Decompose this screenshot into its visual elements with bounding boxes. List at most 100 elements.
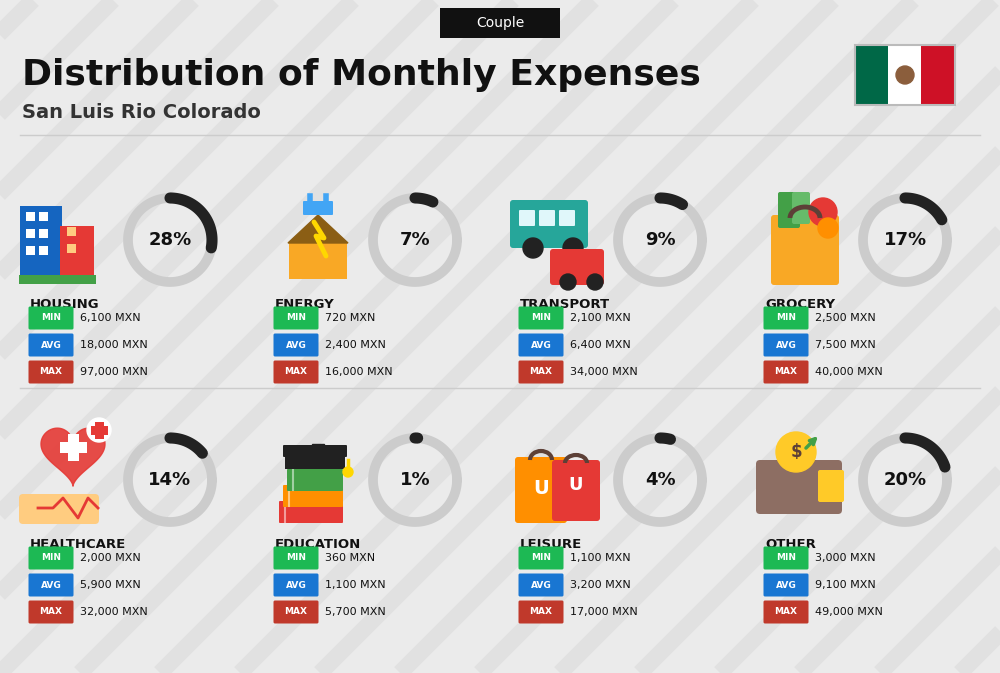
FancyBboxPatch shape (285, 455, 345, 469)
FancyBboxPatch shape (28, 334, 74, 357)
FancyBboxPatch shape (38, 229, 48, 238)
Text: 28%: 28% (148, 231, 192, 249)
Text: MAX: MAX (285, 367, 308, 376)
Circle shape (563, 238, 583, 258)
Text: San Luis Rio Colorado: San Luis Rio Colorado (22, 102, 261, 122)
Circle shape (343, 467, 353, 477)
FancyBboxPatch shape (518, 546, 564, 569)
Text: AVG: AVG (286, 581, 306, 590)
FancyBboxPatch shape (279, 501, 343, 523)
FancyBboxPatch shape (518, 306, 564, 330)
FancyBboxPatch shape (855, 45, 888, 105)
Text: 14%: 14% (148, 471, 192, 489)
Text: 3,200 MXN: 3,200 MXN (570, 580, 631, 590)
Circle shape (818, 218, 838, 238)
Text: MIN: MIN (41, 553, 61, 563)
FancyBboxPatch shape (510, 200, 588, 248)
FancyBboxPatch shape (764, 600, 808, 623)
Text: HEALTHCARE: HEALTHCARE (30, 538, 126, 551)
Text: 2,100 MXN: 2,100 MXN (570, 313, 631, 323)
FancyBboxPatch shape (26, 229, 34, 238)
Text: U: U (533, 479, 549, 497)
Text: ENERGY: ENERGY (275, 298, 335, 311)
Text: MIN: MIN (776, 553, 796, 563)
Circle shape (809, 198, 837, 226)
Text: 360 MXN: 360 MXN (325, 553, 375, 563)
FancyBboxPatch shape (552, 460, 600, 521)
FancyBboxPatch shape (26, 211, 34, 221)
Text: 1,100 MXN: 1,100 MXN (325, 580, 386, 590)
Text: 16,000 MXN: 16,000 MXN (325, 367, 393, 377)
FancyBboxPatch shape (518, 573, 564, 596)
Text: $: $ (790, 443, 802, 461)
Circle shape (587, 274, 603, 290)
Text: MIN: MIN (286, 314, 306, 322)
FancyBboxPatch shape (764, 334, 808, 357)
FancyBboxPatch shape (38, 211, 48, 221)
Text: MAX: MAX (40, 367, 62, 376)
Text: 18,000 MXN: 18,000 MXN (80, 340, 148, 350)
Text: 1,100 MXN: 1,100 MXN (570, 553, 631, 563)
Text: AVG: AVG (41, 581, 61, 590)
FancyBboxPatch shape (440, 8, 560, 38)
FancyBboxPatch shape (303, 201, 333, 215)
FancyBboxPatch shape (38, 246, 48, 254)
FancyBboxPatch shape (68, 433, 78, 460)
FancyBboxPatch shape (756, 460, 842, 514)
Text: 49,000 MXN: 49,000 MXN (815, 607, 883, 617)
Text: 2,500 MXN: 2,500 MXN (815, 313, 876, 323)
FancyBboxPatch shape (559, 210, 575, 226)
Text: U: U (569, 476, 583, 494)
FancyBboxPatch shape (274, 361, 318, 384)
Text: 5,900 MXN: 5,900 MXN (80, 580, 141, 590)
Polygon shape (312, 444, 324, 456)
FancyBboxPatch shape (28, 361, 74, 384)
Text: Couple: Couple (476, 16, 524, 30)
FancyBboxPatch shape (20, 206, 62, 283)
Text: 4%: 4% (645, 471, 675, 489)
Text: EDUCATION: EDUCATION (275, 538, 361, 551)
FancyBboxPatch shape (539, 210, 555, 226)
Text: Distribution of Monthly Expenses: Distribution of Monthly Expenses (22, 58, 701, 92)
Text: MAX: MAX (285, 608, 308, 616)
Text: MAX: MAX (40, 608, 62, 616)
Text: AVG: AVG (286, 341, 306, 349)
FancyBboxPatch shape (518, 600, 564, 623)
FancyBboxPatch shape (518, 361, 564, 384)
Text: 40,000 MXN: 40,000 MXN (815, 367, 883, 377)
FancyBboxPatch shape (778, 192, 800, 228)
FancyBboxPatch shape (28, 546, 74, 569)
Text: 2,400 MXN: 2,400 MXN (325, 340, 386, 350)
FancyBboxPatch shape (28, 600, 74, 623)
FancyBboxPatch shape (764, 546, 808, 569)
Text: MAX: MAX (774, 367, 798, 376)
FancyBboxPatch shape (274, 546, 318, 569)
Text: 3,000 MXN: 3,000 MXN (815, 553, 876, 563)
FancyBboxPatch shape (519, 210, 535, 226)
Text: LEISURE: LEISURE (520, 538, 582, 551)
FancyBboxPatch shape (888, 45, 921, 105)
Text: 6,400 MXN: 6,400 MXN (570, 340, 631, 350)
FancyBboxPatch shape (764, 573, 808, 596)
Polygon shape (41, 428, 105, 486)
FancyBboxPatch shape (18, 275, 96, 283)
FancyBboxPatch shape (515, 457, 567, 523)
Text: 17,000 MXN: 17,000 MXN (570, 607, 638, 617)
Text: AVG: AVG (41, 341, 61, 349)
Text: TRANSPORT: TRANSPORT (520, 298, 610, 311)
FancyBboxPatch shape (90, 425, 108, 433)
FancyBboxPatch shape (90, 425, 108, 435)
FancyBboxPatch shape (921, 45, 955, 105)
Text: MAX: MAX (774, 608, 798, 616)
FancyBboxPatch shape (94, 421, 104, 437)
FancyBboxPatch shape (287, 469, 343, 491)
Circle shape (896, 66, 914, 84)
Text: MIN: MIN (776, 314, 796, 322)
Text: AVG: AVG (531, 581, 551, 590)
Text: 32,000 MXN: 32,000 MXN (80, 607, 148, 617)
FancyBboxPatch shape (764, 361, 808, 384)
FancyBboxPatch shape (274, 600, 318, 623)
Text: 5,700 MXN: 5,700 MXN (325, 607, 386, 617)
FancyBboxPatch shape (66, 227, 76, 236)
Text: 2,000 MXN: 2,000 MXN (80, 553, 141, 563)
